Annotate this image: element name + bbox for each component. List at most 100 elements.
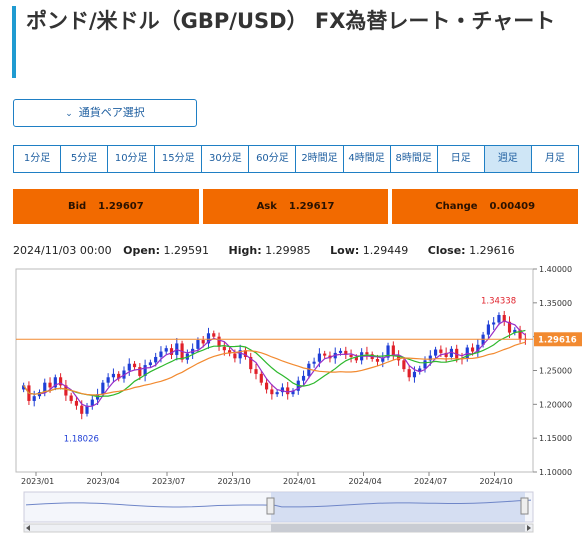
candle-body xyxy=(217,336,221,347)
candle-body xyxy=(349,354,353,357)
tab-timeframe-8[interactable]: 8時間足 xyxy=(389,145,438,173)
chart-svg: 1.400001.350001.300001.250001.200001.150… xyxy=(15,265,582,533)
current-price-tag xyxy=(534,332,582,347)
candle-body xyxy=(85,405,89,414)
x-tick-label: 2023/01 xyxy=(21,477,54,486)
ma-long-line xyxy=(23,341,526,396)
x-tick-label: 2023/07 xyxy=(152,477,185,486)
currency-pair-select-button[interactable]: ⌄ 通貨ペア選択 xyxy=(13,99,197,127)
candle-body xyxy=(391,345,395,356)
candle-body xyxy=(286,387,290,395)
tab-timeframe-9[interactable]: 日足 xyxy=(436,145,485,173)
candle-body xyxy=(444,352,448,357)
candle-body xyxy=(249,356,253,370)
candle-body xyxy=(354,356,358,361)
candle-body xyxy=(338,350,343,353)
navigator-left-handle xyxy=(266,497,275,515)
candle-body xyxy=(513,329,517,333)
tab-timeframe-4[interactable]: 30分足 xyxy=(201,145,250,173)
y-tick-label: 1.35000 xyxy=(539,299,572,308)
candle-body xyxy=(233,353,237,359)
candle-body xyxy=(397,355,401,361)
candle-body xyxy=(148,362,152,366)
y-tick-label: 1.40000 xyxy=(539,265,572,274)
candle-body xyxy=(238,350,242,359)
close-value: 1.29616 xyxy=(469,244,515,257)
candle-body xyxy=(59,377,63,386)
ohlc-readout: 2024/11/03 00:00 Open: 1.29591 High: 1.2… xyxy=(13,244,531,257)
candle-body xyxy=(196,340,200,349)
scroll-left-arrow-icon xyxy=(26,525,30,531)
low-label: Low: xyxy=(330,244,360,257)
candle-body xyxy=(243,350,248,357)
navigator-series xyxy=(25,499,532,508)
timeframe-tabs: 1分足 5分足 10分足 15分足 30分足 60分足 2時間足 4時間足 8時間足 日足 週足 月足 xyxy=(13,145,579,173)
candle-body xyxy=(307,363,311,376)
candle-body xyxy=(101,382,105,395)
change-label: Change xyxy=(435,201,478,212)
y-tick-label: 1.10000 xyxy=(539,468,572,477)
candle-body xyxy=(270,389,274,395)
tab-timeframe-10[interactable]: 週足 xyxy=(483,145,532,173)
candle-body xyxy=(486,324,490,335)
candle-body xyxy=(412,371,417,378)
candle-body xyxy=(138,367,142,376)
candle-body xyxy=(502,315,506,322)
annotation-low: 1.18026 xyxy=(64,435,99,445)
candle-body xyxy=(433,349,438,356)
candle-body xyxy=(407,369,411,378)
ma-mid-line xyxy=(23,329,526,398)
tab-timeframe-11[interactable]: 月足 xyxy=(530,145,579,173)
candle-body xyxy=(423,360,427,369)
x-tick-label: 2024/01 xyxy=(283,477,316,486)
tab-timeframe-2[interactable]: 10分足 xyxy=(107,145,156,173)
tab-timeframe-7[interactable]: 4時間足 xyxy=(342,145,391,173)
candle-body xyxy=(64,385,68,396)
candle-body xyxy=(497,315,501,323)
change-value: 0.00409 xyxy=(489,201,536,212)
y-tick-label: 1.15000 xyxy=(539,434,572,443)
navigator-scrollbar-thumb xyxy=(271,524,525,532)
candle-body xyxy=(317,353,321,362)
candle-body xyxy=(206,333,211,344)
candle-body xyxy=(80,405,84,414)
y-tick-label: 1.20000 xyxy=(539,400,572,409)
price-chart[interactable]: 1.400001.350001.300001.250001.200001.150… xyxy=(13,264,586,538)
candle-body xyxy=(264,382,269,390)
tab-timeframe-0[interactable]: 1分足 xyxy=(13,145,62,173)
candle-body xyxy=(291,390,295,395)
quote-bar: Bid 1.29607 Ask 1.29617 Change 0.00409 xyxy=(13,189,579,224)
high-label: High: xyxy=(228,244,262,257)
x-tick-label: 2024/07 xyxy=(414,477,447,486)
candle-body xyxy=(476,344,480,352)
candle-body xyxy=(127,363,131,371)
candle-body xyxy=(111,373,116,378)
tab-timeframe-1[interactable]: 5分足 xyxy=(60,145,109,173)
current-price-label: 1.29616 xyxy=(538,335,577,345)
close-label: Close: xyxy=(427,244,466,257)
tab-timeframe-5[interactable]: 60分足 xyxy=(248,145,297,173)
candle-body xyxy=(69,395,73,401)
bid-label: Bid xyxy=(67,201,87,212)
candle-body xyxy=(312,361,316,364)
candle-body xyxy=(228,350,232,354)
candle-body xyxy=(365,352,369,355)
x-tick-label: 2023/10 xyxy=(218,477,251,486)
candle-body xyxy=(280,387,285,393)
candle-body xyxy=(492,322,496,325)
change-cell: Change 0.00409 xyxy=(392,189,579,224)
ask-value: 1.29617 xyxy=(288,201,335,212)
candle-body xyxy=(449,348,454,357)
candle-body xyxy=(507,321,512,333)
tab-timeframe-3[interactable]: 15分足 xyxy=(154,145,203,173)
candle-body xyxy=(106,377,110,383)
tab-timeframe-6[interactable]: 2時間足 xyxy=(295,145,344,173)
bid-value: 1.29607 xyxy=(98,201,144,212)
candle-body xyxy=(143,365,147,376)
scroll-right-arrow-icon xyxy=(527,525,531,531)
ask-label: Ask xyxy=(256,201,277,212)
page-title: ポンド/米ドル（GBP/USD） FX為替レート・チャート xyxy=(12,6,578,78)
candle-body xyxy=(455,348,459,359)
open-value: 1.29591 xyxy=(163,244,210,257)
candle-body xyxy=(90,399,94,406)
